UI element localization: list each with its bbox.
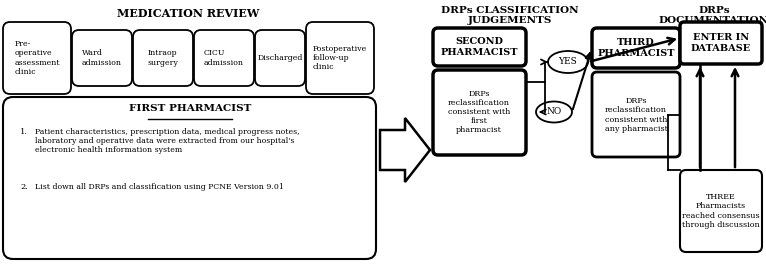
FancyBboxPatch shape: [194, 30, 254, 86]
Text: Postoperative
follow-up
clinic: Postoperative follow-up clinic: [313, 45, 367, 71]
Text: Discharged: Discharged: [257, 54, 303, 62]
Ellipse shape: [536, 101, 572, 122]
Text: Intraop
surgery: Intraop surgery: [148, 50, 178, 67]
Text: MEDICATION REVIEW: MEDICATION REVIEW: [116, 8, 259, 19]
Text: DRPs
DOCUMENTATION: DRPs DOCUMENTATION: [659, 6, 766, 25]
Text: CICU
admission: CICU admission: [204, 50, 244, 67]
Text: DRPs CLASSIFICATION
JUDGEMENTS: DRPs CLASSIFICATION JUDGEMENTS: [441, 6, 579, 25]
Text: 2.: 2.: [20, 183, 28, 191]
Text: YES: YES: [558, 57, 578, 66]
Ellipse shape: [548, 51, 588, 73]
FancyBboxPatch shape: [680, 22, 762, 64]
Text: Ward
admission: Ward admission: [82, 50, 122, 67]
Text: 1.: 1.: [20, 128, 28, 136]
Text: DRPs
reclassification
consistent with
any pharmacist: DRPs reclassification consistent with an…: [604, 97, 667, 133]
Text: ENTER IN
DATABASE: ENTER IN DATABASE: [691, 33, 751, 53]
FancyBboxPatch shape: [592, 28, 680, 68]
FancyBboxPatch shape: [592, 72, 680, 157]
FancyBboxPatch shape: [680, 170, 762, 252]
Text: SECOND
PHARMACIST: SECOND PHARMACIST: [440, 37, 518, 57]
Text: THREE
Pharmacists
reached consensus
through discussion: THREE Pharmacists reached consensus thro…: [683, 193, 760, 229]
FancyBboxPatch shape: [3, 22, 71, 94]
Text: DRPs
reclassification
consistent with
first
pharmacist: DRPs reclassification consistent with fi…: [448, 89, 510, 134]
Text: Patient characteristics, prescription data, medical progress notes,
laboratory a: Patient characteristics, prescription da…: [35, 128, 300, 154]
FancyBboxPatch shape: [433, 70, 526, 155]
Polygon shape: [380, 118, 430, 182]
Text: NO: NO: [546, 107, 561, 116]
FancyBboxPatch shape: [306, 22, 374, 94]
Text: THIRD
PHARMACIST: THIRD PHARMACIST: [597, 38, 675, 58]
FancyBboxPatch shape: [433, 28, 526, 66]
Text: FIRST PHARMACIST: FIRST PHARMACIST: [129, 104, 251, 113]
Text: List down all DRPs and classification using PCNE Version 9.01: List down all DRPs and classification us…: [35, 183, 284, 191]
FancyBboxPatch shape: [255, 30, 305, 86]
Text: Pre-
operative
assessment
clinic: Pre- operative assessment clinic: [15, 40, 60, 76]
FancyBboxPatch shape: [72, 30, 132, 86]
FancyBboxPatch shape: [133, 30, 193, 86]
FancyBboxPatch shape: [3, 97, 376, 259]
